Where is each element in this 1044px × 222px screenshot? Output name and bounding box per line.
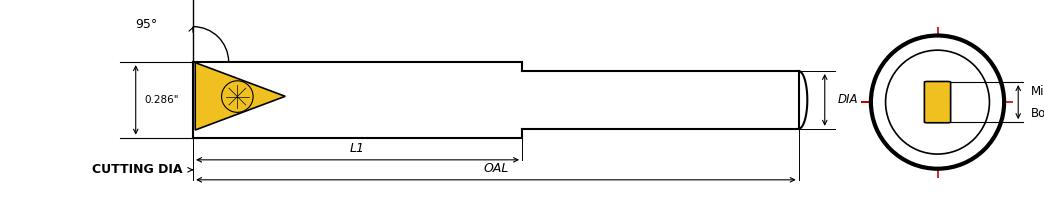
Text: 95°: 95° <box>136 18 158 31</box>
Text: CUTTING DIA: CUTTING DIA <box>92 163 183 176</box>
Text: 0.286": 0.286" <box>144 95 179 105</box>
Text: L1: L1 <box>350 142 365 155</box>
Text: OAL: OAL <box>483 162 508 175</box>
Text: Bore: Bore <box>1030 107 1044 120</box>
FancyBboxPatch shape <box>924 81 951 123</box>
Text: DIA: DIA <box>837 93 858 106</box>
Polygon shape <box>195 63 285 130</box>
Text: Min: Min <box>1030 85 1044 97</box>
